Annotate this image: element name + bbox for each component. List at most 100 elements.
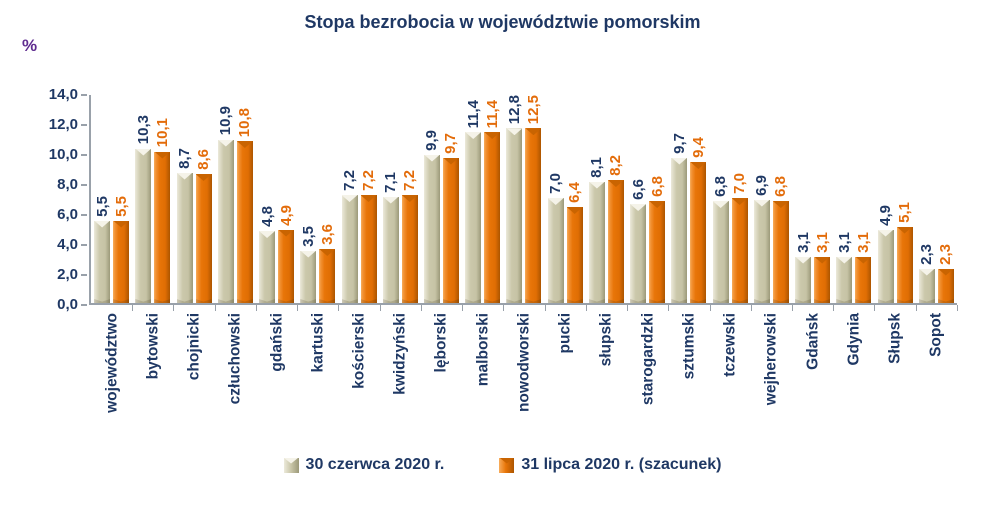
bar xyxy=(753,199,770,303)
x-axis-tick xyxy=(791,305,793,311)
category-group: 12,8 12,5 nowodworski xyxy=(503,95,546,412)
bar xyxy=(896,226,913,303)
bar-column: 8,2 xyxy=(607,95,625,303)
bar xyxy=(588,181,605,303)
bar xyxy=(731,198,748,303)
bar-value-label: 7,0 xyxy=(547,173,565,194)
bar-value-label: 11,4 xyxy=(464,99,482,128)
bar-column: 3,1 xyxy=(836,95,853,303)
bar-column: 8,7 xyxy=(176,95,194,303)
x-axis-tick xyxy=(627,305,629,311)
x-axis-category-label: lęborski xyxy=(432,313,450,373)
category-group: 11,4 11,4 malborski xyxy=(462,95,505,386)
bar-value-label: 7,2 xyxy=(341,170,359,191)
bar-column: 5,5 xyxy=(112,95,130,303)
category-group: 10,3 10,1 bytowski xyxy=(132,95,175,379)
bar-value-label: 7,2 xyxy=(401,170,419,191)
bar-value-label: 8,2 xyxy=(607,155,625,176)
bar xyxy=(566,207,583,303)
x-axis-category-label: gdański xyxy=(267,313,285,372)
x-axis-category-label: kościerski xyxy=(350,313,368,389)
bar-value-label: 7,0 xyxy=(731,173,749,194)
category-group: 4,9 5,1 Słupsk xyxy=(874,95,917,364)
bar xyxy=(630,204,647,303)
x-axis-category-label: wejherowski xyxy=(762,313,780,406)
bar-column: 10,9 xyxy=(217,95,234,303)
bar xyxy=(649,201,666,303)
bar-value-label: 2,3 xyxy=(937,243,955,265)
bar-column: 10,3 xyxy=(134,95,152,303)
y-axis-tick xyxy=(81,274,87,276)
y-axis-tick-label: 10,0 xyxy=(48,146,78,163)
x-axis-category-label: nowodworski xyxy=(515,313,533,413)
bar-column: 3,1 xyxy=(854,95,872,303)
bar-value-label: 7,2 xyxy=(360,170,378,191)
bar-column: 4,8 xyxy=(258,95,276,303)
bar-column: 7,1 xyxy=(382,95,399,303)
y-axis-tick-label: 12,0 xyxy=(48,116,78,133)
bar xyxy=(855,256,872,303)
bar-value-label: 11,4 xyxy=(483,99,501,128)
bar-value-label: 4,9 xyxy=(877,204,895,226)
bar xyxy=(195,174,212,303)
bar xyxy=(442,157,459,303)
bar xyxy=(814,256,831,303)
bar-column: 5,5 xyxy=(93,95,111,303)
bar-column: 6,6 xyxy=(630,95,647,303)
category-group: 8,7 8,6 chojnicki xyxy=(173,95,216,380)
bar-column: 6,8 xyxy=(712,95,729,303)
x-axis-tick xyxy=(255,305,257,311)
bar xyxy=(671,157,688,303)
x-axis-tick xyxy=(874,305,876,311)
bar-value-label: 5,5 xyxy=(112,195,130,217)
category-group: 6,9 6,8 wejherowski xyxy=(751,95,793,405)
y-axis-tick xyxy=(81,304,87,306)
y-axis-tick-label: 0,0 xyxy=(57,296,78,313)
bar xyxy=(525,128,542,303)
y-axis-tick-label: 14,0 xyxy=(48,86,78,103)
bar-value-label: 5,5 xyxy=(93,195,111,217)
y-axis-tick xyxy=(81,94,87,96)
x-axis-category-label: bytowski xyxy=(144,313,162,380)
bar-column: 11,4 xyxy=(483,95,501,303)
bar-column: 3,1 xyxy=(795,95,812,303)
legend-marker-june-icon xyxy=(283,457,299,473)
bar-column: 7,2 xyxy=(401,95,419,303)
bar-value-label: 5,1 xyxy=(896,201,914,223)
bar-column: 3,1 xyxy=(813,95,831,303)
bar-column: 7,2 xyxy=(341,95,359,303)
x-axis-category-label: Słupsk xyxy=(886,313,904,364)
bar-column: 7,2 xyxy=(360,95,378,303)
x-axis-category-label: sztumski xyxy=(680,313,698,380)
category-group: 9,7 9,4 sztumski xyxy=(668,95,711,379)
bar-column: 9,7 xyxy=(671,95,688,303)
bar xyxy=(795,256,812,303)
bar-value-label: 3,1 xyxy=(854,231,872,253)
bar-value-label: 10,1 xyxy=(153,118,171,148)
x-axis-category-label: człuchowski xyxy=(226,313,244,405)
chart-title: Stopa bezrobocia w województwie pomorski… xyxy=(304,12,701,32)
bar-value-label: 9,7 xyxy=(442,132,460,154)
bar-column: 2,3 xyxy=(937,95,955,303)
category-group: 3,1 3,1 Gdańsk xyxy=(792,95,835,370)
x-axis-tick xyxy=(750,305,752,311)
bar-column: 9,4 xyxy=(690,95,707,303)
bar-value-label: 8,7 xyxy=(176,147,194,169)
y-axis-tick xyxy=(81,124,87,126)
x-axis-category-label: województwo xyxy=(102,313,120,413)
bar xyxy=(877,229,894,303)
bar-column: 7,0 xyxy=(547,95,565,303)
bar xyxy=(690,162,707,303)
bar xyxy=(506,128,523,303)
category-group: 2,3 2,3 Sopot xyxy=(916,95,958,357)
bar-value-label: 3,1 xyxy=(813,231,831,253)
bar-value-label: 4,9 xyxy=(277,204,295,226)
bar-value-label: 10,3 xyxy=(134,115,152,145)
legend-label-june: 30 czerwca 2020 r. xyxy=(305,456,445,473)
bar-column: 2,3 xyxy=(918,95,935,303)
bar-value-label: 4,8 xyxy=(258,206,276,227)
bar-column: 9,9 xyxy=(423,95,440,303)
y-axis-tick-label: 6,0 xyxy=(57,206,78,223)
bar xyxy=(176,172,193,303)
